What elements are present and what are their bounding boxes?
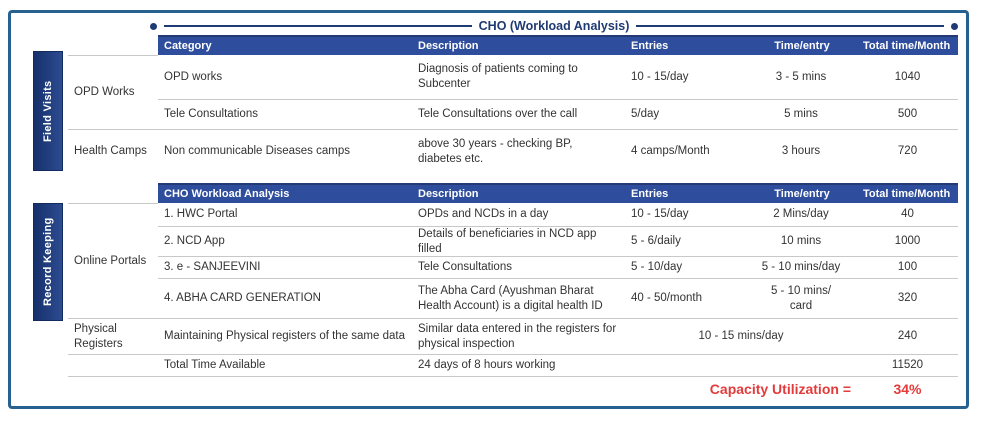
- group-label: Online Portals: [68, 203, 158, 318]
- cell-description: Tele Consultations over the call: [412, 99, 625, 129]
- cell-total: 720: [857, 129, 958, 173]
- cell-category: Total Time Available: [158, 354, 412, 376]
- cell-entries: 10 - 15/day: [631, 208, 689, 221]
- sidebar-label-field-visits: Field Visits: [33, 51, 63, 171]
- cell-total: 1040: [894, 70, 921, 83]
- cell-total: 100: [857, 256, 958, 278]
- cell-description: above 30 years - checking BP, diabetes e…: [412, 129, 625, 173]
- cell-time: 3 hours: [745, 129, 857, 173]
- group-label: Health Camps: [68, 129, 158, 173]
- col-header-category: CHO Workload Analysis: [158, 183, 412, 203]
- sidebar-label-record-keeping: Record Keeping: [33, 203, 63, 321]
- cell-total: 320: [857, 278, 958, 318]
- cell-time: 2 Mins/day: [773, 208, 829, 221]
- cell-time: 5 - 10 mins/day: [745, 256, 857, 278]
- cell-entries: 5 - 10/day: [625, 256, 745, 278]
- cell-description: 24 days of 8 hours working: [412, 354, 625, 376]
- cell-total: 500: [857, 99, 958, 129]
- group-spacer: [68, 354, 158, 376]
- rule-right-line: [636, 25, 945, 27]
- col-header-total: Total time/Month: [857, 35, 958, 55]
- col-header-entries: Entries: [625, 183, 745, 203]
- cell-description: The Abha Card (Ayushman Bharat Health Ac…: [412, 278, 625, 318]
- group-label: Physical Registers: [68, 318, 158, 354]
- cell-category: Maintaining Physical registers of the sa…: [158, 318, 412, 354]
- cell-category: OPD works: [164, 70, 223, 83]
- cell-category: Non communicable Diseases camps: [158, 129, 412, 173]
- col-header-description: Description: [412, 35, 625, 55]
- cell-description: Details of beneficiaries in NCD app fill…: [412, 226, 625, 256]
- cell-total: 11520: [857, 354, 958, 376]
- cell-description: Similar data entered in the registers fo…: [412, 318, 625, 354]
- col-header-description: Description: [412, 183, 625, 203]
- rule-left-line: [164, 25, 472, 27]
- title-rule: CHO (Workload Analysis): [150, 17, 959, 35]
- capacity-utilization-value: 34%: [857, 376, 958, 402]
- cell-time: 10 mins: [745, 226, 857, 256]
- cell-entries: 10 - 15/day: [631, 70, 689, 83]
- capacity-utilization-label: Capacity Utilization =: [158, 376, 857, 402]
- record-keeping-table: CHO Workload Analysis Description Entrie…: [68, 183, 958, 402]
- col-header-entries: Entries: [625, 35, 745, 55]
- col-header-time: Time/entry: [745, 35, 857, 55]
- cell-entries: 4 camps/Month: [625, 129, 745, 173]
- cell-category: Tele Consultations: [158, 99, 412, 129]
- cell-description: Diagnosis of patients coming to Subcente…: [418, 63, 578, 90]
- cell-entries: 5 - 6/daily: [625, 226, 745, 256]
- footer-spacer: [68, 376, 158, 402]
- col-header-time: Time/entry: [745, 183, 857, 203]
- rule-right-dot-icon: [951, 22, 959, 30]
- cell-total: 1000: [857, 226, 958, 256]
- cell-category: 1. HWC Portal: [164, 208, 238, 221]
- cell-time: 5 mins: [745, 99, 857, 129]
- cell-entries: 5/day: [625, 99, 745, 129]
- cell-description: Tele Consultations: [412, 256, 625, 278]
- col-header-category: Category: [158, 35, 412, 55]
- cell-time: 5 - 10 mins/ card: [745, 278, 857, 318]
- cell-total: 40: [901, 208, 914, 221]
- cell-time: 3 - 5 mins: [775, 70, 827, 83]
- cell-total: 240: [857, 318, 958, 354]
- cell-entries-time-merged: 10 - 15 mins/day: [625, 318, 857, 354]
- page-title: CHO (Workload Analysis): [478, 19, 630, 33]
- cell-category: 4. ABHA CARD GENERATION: [158, 278, 412, 318]
- workload-analysis-panel: CHO (Workload Analysis) Field Visits Rec…: [8, 10, 969, 409]
- group-label: OPD Works: [68, 55, 158, 129]
- cell-category: 2. NCD App: [158, 226, 412, 256]
- cell-entries: 40 - 50/month: [625, 278, 745, 318]
- cell-entries-time-empty: [625, 354, 857, 376]
- cell-category: 3. e - SANJEEVINI: [158, 256, 412, 278]
- field-visits-table: Category Description Entries Time/entry …: [68, 35, 958, 173]
- col-header-total: Total time/Month: [857, 183, 958, 203]
- rule-left-dot-icon: [150, 22, 157, 30]
- cell-description: OPDs and NCDs in a day: [418, 208, 549, 221]
